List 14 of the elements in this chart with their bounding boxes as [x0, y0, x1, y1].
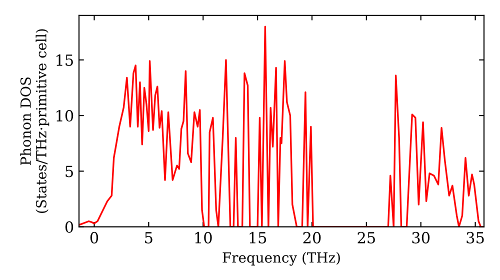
- y-tick-label: 15: [56, 54, 73, 66]
- x-tick-label: 0: [90, 232, 98, 244]
- y-tick-label: 0: [65, 221, 74, 233]
- y-axis-title: Phonon DOS (States/THz·primitive cell): [20, 29, 50, 213]
- x-tick-label: 30: [412, 232, 430, 244]
- x-axis-title: Frequency (THz): [222, 252, 340, 266]
- x-tick-label: 10: [195, 232, 212, 244]
- x-tick-label: 5: [145, 232, 152, 244]
- x-tick-label: 15: [250, 232, 266, 244]
- x-tick-label: 20: [303, 232, 321, 244]
- x-tick-label: 35: [466, 232, 484, 244]
- x-tick-label: 25: [358, 232, 375, 244]
- y-tick-label: 10: [56, 110, 74, 122]
- y-tick-label: 5: [66, 166, 73, 178]
